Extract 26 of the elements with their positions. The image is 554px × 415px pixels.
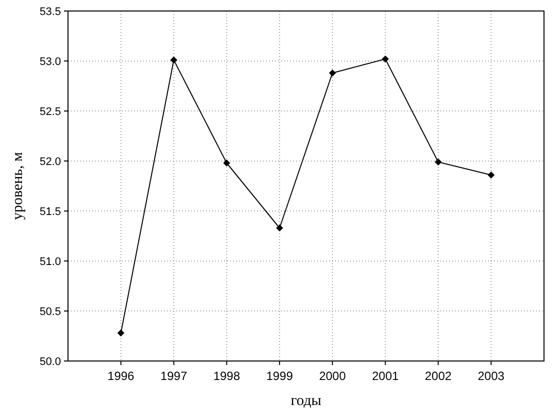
point bbox=[328, 70, 336, 76]
y-axis-title: уровень, м bbox=[10, 151, 26, 220]
point bbox=[434, 158, 442, 166]
y-tick-label: 51.0 bbox=[40, 256, 61, 268]
y-tick-label: 50.5 bbox=[40, 306, 61, 318]
x-tick-label: 2002 bbox=[424, 369, 452, 383]
point bbox=[488, 172, 495, 178]
y-tick-label: 50.0 bbox=[40, 356, 61, 368]
x-tick-label: 2001 bbox=[372, 369, 400, 383]
y-tick-label: 53.0 bbox=[40, 56, 61, 68]
x-tick-label: 2000 bbox=[319, 369, 346, 383]
x-tick-label: 1999 bbox=[266, 369, 294, 383]
point bbox=[382, 56, 389, 62]
x-tick-label: 1998 bbox=[213, 369, 240, 383]
y-tick-label: 51.5 bbox=[40, 206, 61, 218]
point bbox=[170, 56, 178, 64]
point bbox=[117, 330, 124, 336]
y-tick-label: 53.5 bbox=[40, 6, 61, 18]
y-tick-label: 52.0 bbox=[40, 156, 61, 168]
point bbox=[276, 224, 284, 232]
y-tick-label: 52.5 bbox=[40, 106, 61, 118]
x-tick-label: 1996 bbox=[108, 369, 135, 383]
x-tick-label: 1997 bbox=[160, 369, 188, 383]
point bbox=[223, 160, 230, 166]
x-axis-title: годы bbox=[290, 393, 322, 409]
x-tick-label: 2003 bbox=[478, 369, 505, 383]
